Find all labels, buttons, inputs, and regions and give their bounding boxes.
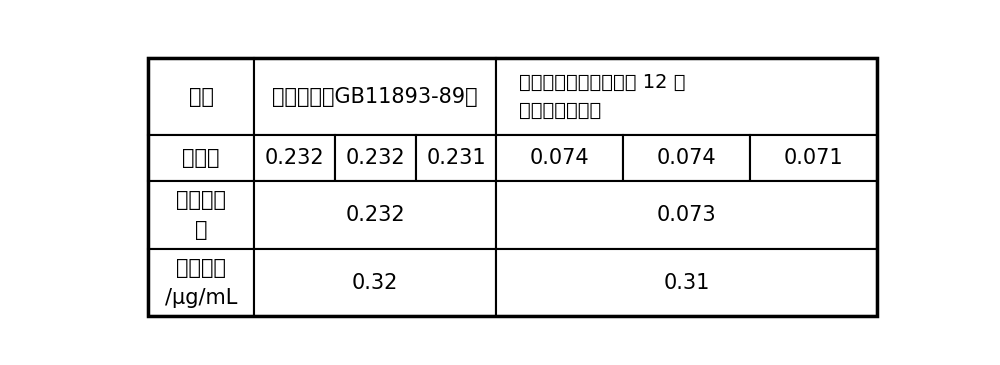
- Text: 平均吸光
值: 平均吸光 值: [176, 190, 226, 240]
- Text: 本发明方法（使用存放 12 月
后的检测试剂）: 本发明方法（使用存放 12 月 后的检测试剂）: [519, 73, 686, 120]
- Bar: [335, 135, 416, 181]
- Bar: [148, 135, 254, 181]
- Text: 0.073: 0.073: [657, 205, 716, 225]
- Bar: [496, 135, 623, 181]
- Text: 0.071: 0.071: [784, 148, 843, 168]
- Bar: [148, 58, 254, 135]
- Bar: [496, 181, 877, 249]
- Bar: [254, 181, 496, 249]
- Bar: [148, 249, 254, 316]
- Bar: [254, 135, 335, 181]
- Bar: [416, 135, 496, 181]
- Text: 0.32: 0.32: [352, 273, 398, 293]
- Bar: [148, 181, 254, 249]
- Bar: [496, 58, 877, 135]
- Bar: [496, 249, 877, 316]
- Text: 0.074: 0.074: [530, 148, 590, 168]
- Text: 0.31: 0.31: [663, 273, 710, 293]
- Text: 0.232: 0.232: [265, 148, 324, 168]
- Text: 国标方法（GB11893-89）: 国标方法（GB11893-89）: [272, 87, 478, 107]
- Bar: [750, 135, 877, 181]
- Bar: [623, 135, 750, 181]
- Text: 总磷浓度
/μg/mL: 总磷浓度 /μg/mL: [165, 258, 237, 308]
- Bar: [254, 58, 496, 135]
- Text: 0.074: 0.074: [657, 148, 716, 168]
- Text: 0.232: 0.232: [345, 148, 405, 168]
- Text: 吸光值: 吸光值: [182, 148, 220, 168]
- Bar: [254, 249, 496, 316]
- Text: 0.231: 0.231: [426, 148, 486, 168]
- Text: 类别: 类别: [189, 87, 214, 107]
- Text: 0.232: 0.232: [345, 205, 405, 225]
